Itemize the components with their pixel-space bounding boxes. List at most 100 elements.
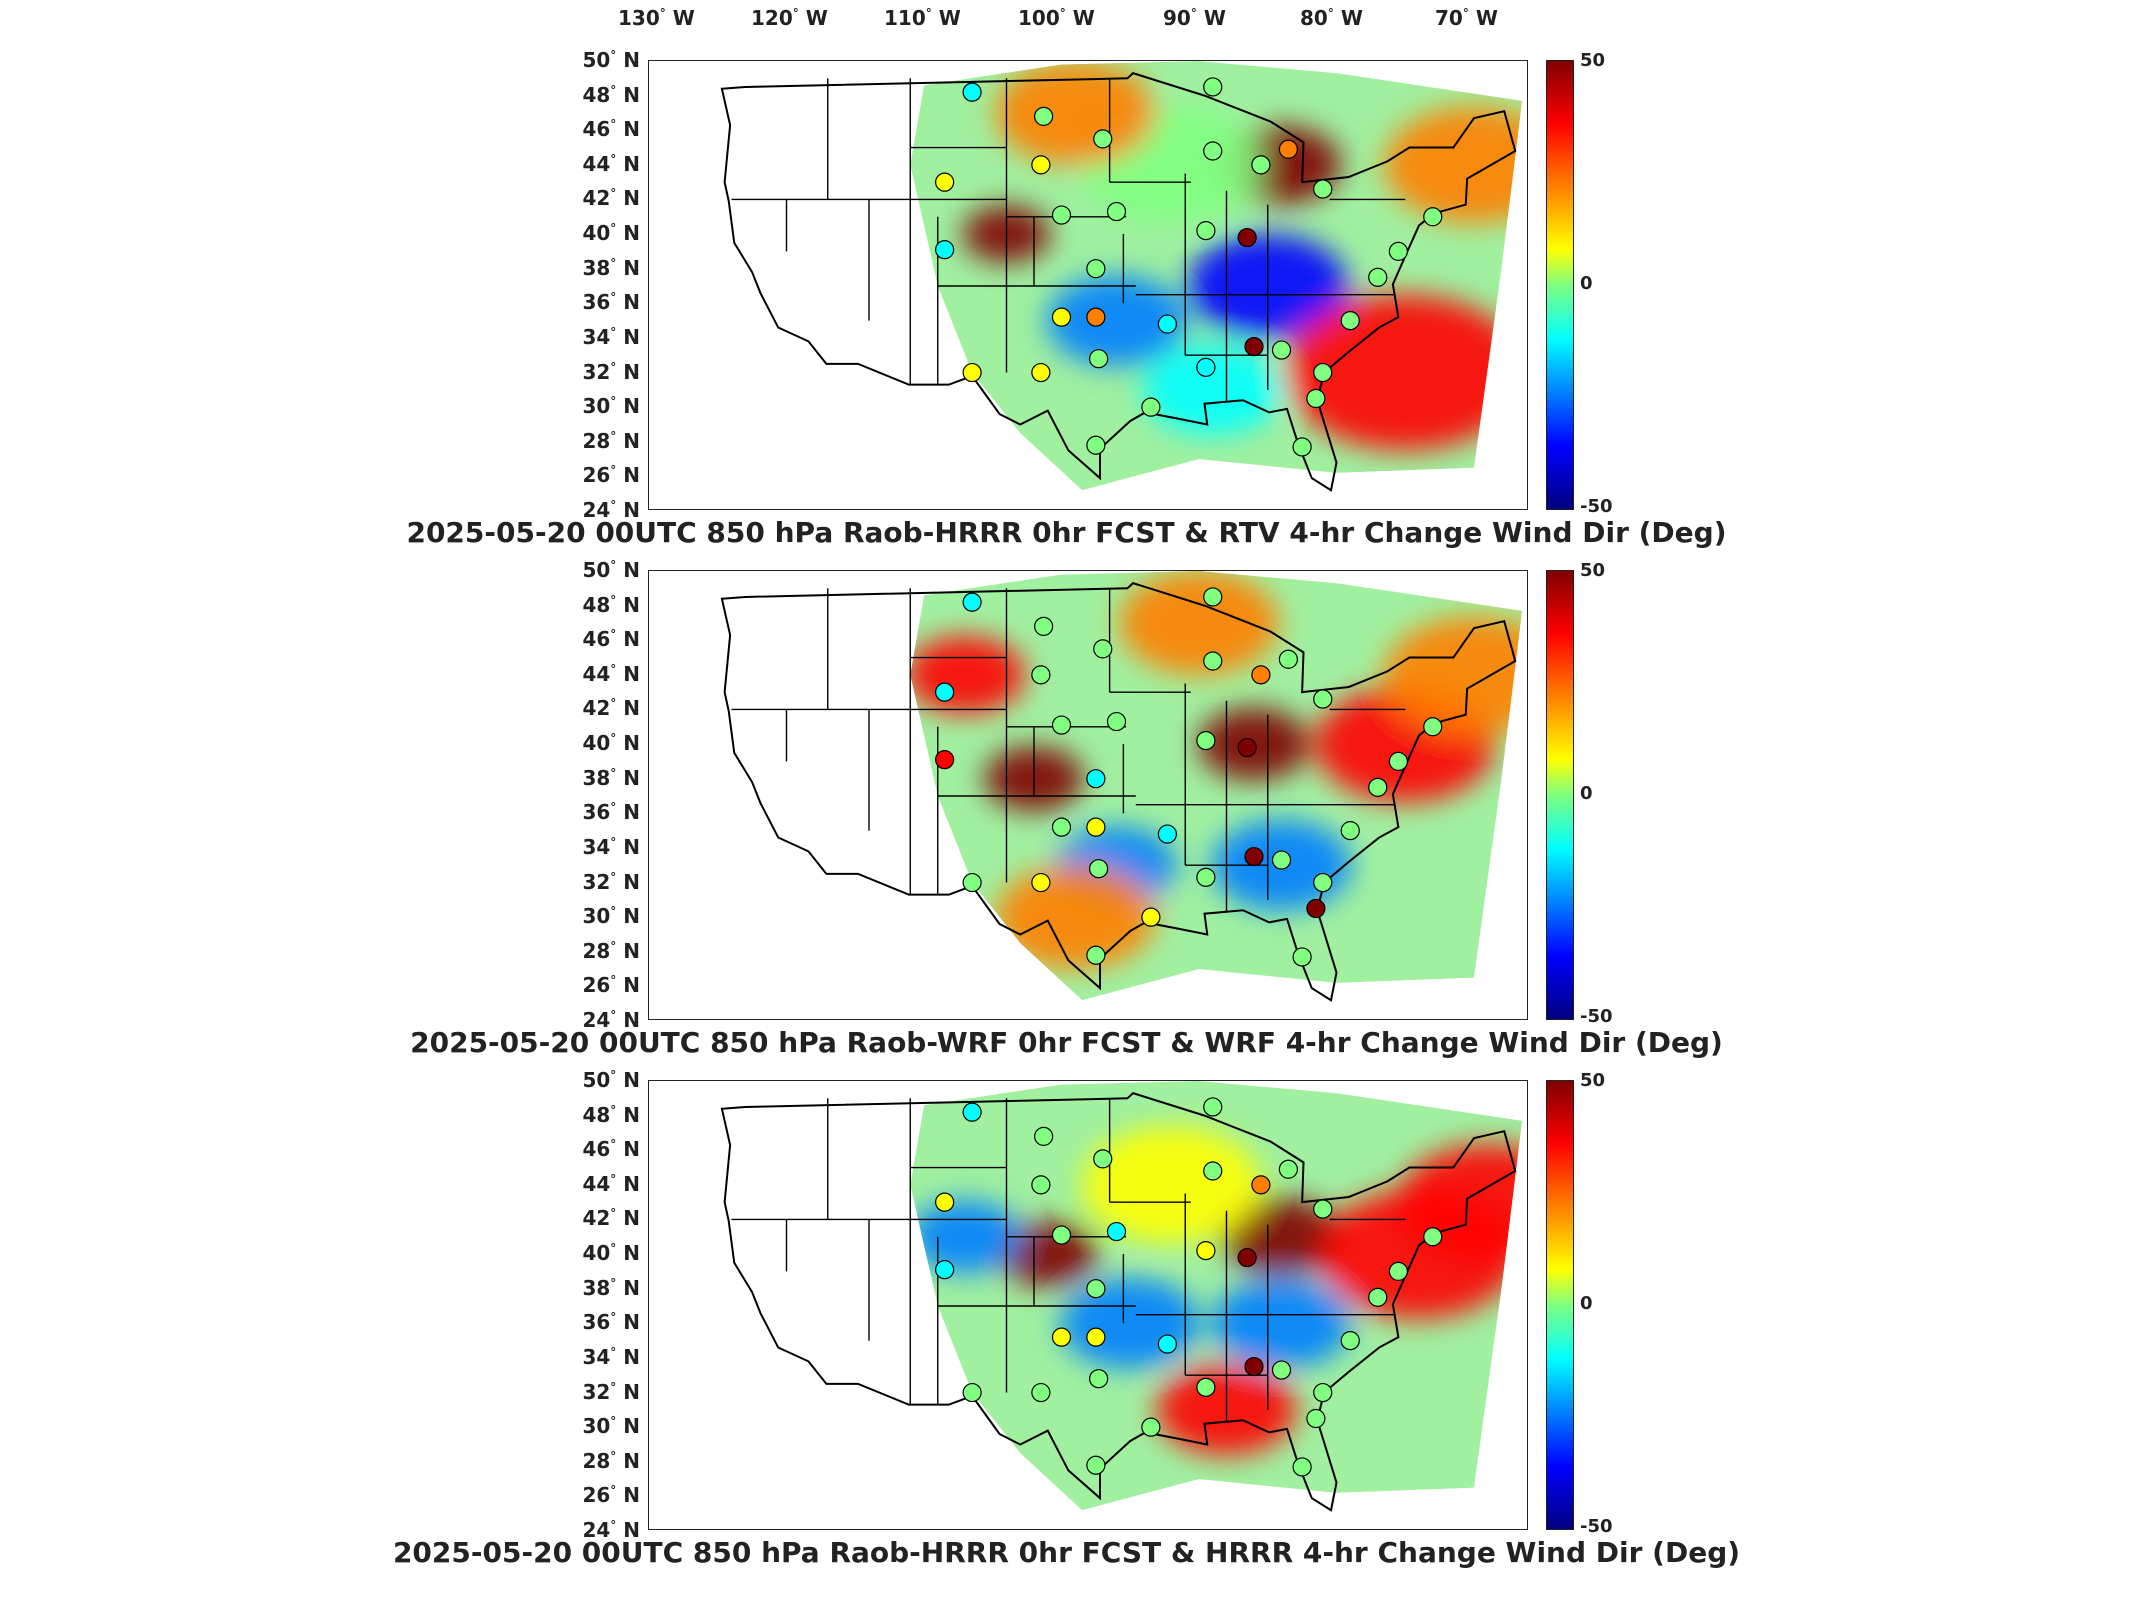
raob-station-marker [1313, 689, 1333, 709]
raob-station-marker [1086, 1455, 1106, 1475]
raob-station-marker [1086, 259, 1106, 279]
lat-label: 44° N [582, 151, 640, 176]
raob-station-marker [1157, 1334, 1177, 1354]
colorbar-tick-label: -50 [1580, 1516, 1613, 1537]
lat-label: 34° N [582, 834, 640, 859]
raob-station-marker [1340, 1331, 1360, 1351]
raob-station-marker [1157, 314, 1177, 334]
raob-station-marker [1089, 1369, 1109, 1389]
raob-station-marker [1368, 267, 1388, 287]
raob-station-marker [1237, 737, 1257, 758]
lon-label: 90° W [1163, 6, 1226, 30]
raob-station-marker [1196, 221, 1216, 241]
raob-station-marker [1271, 1360, 1292, 1380]
raob-station-marker [1031, 665, 1051, 685]
raob-station-marker [1292, 1457, 1312, 1477]
raob-station-marker [1086, 1279, 1106, 1299]
raob-station-marker [1244, 1356, 1264, 1377]
raob-station-marker [1203, 587, 1223, 607]
raob-station-marker [935, 1260, 955, 1280]
lat-label: 30° N [582, 904, 640, 929]
raob-station-marker [935, 682, 955, 702]
raob-station-marker [1106, 1221, 1127, 1242]
lat-label: 30° N [582, 394, 640, 419]
lat-label: 28° N [582, 1448, 640, 1473]
raob-station-marker [1051, 1327, 1072, 1347]
map-frame [648, 60, 1528, 510]
state-boundaries [731, 1098, 1406, 1422]
lat-label: 42° N [582, 696, 640, 721]
raob-station-marker [1034, 106, 1054, 126]
lat-label: 26° N [582, 463, 640, 488]
raob-station-marker [1203, 1161, 1223, 1181]
colorbar [1546, 570, 1574, 1020]
raob-station-marker [1292, 437, 1312, 457]
wind-change-field [910, 61, 1523, 491]
raob-station-marker [1034, 616, 1054, 636]
raob-station-marker [962, 1382, 982, 1403]
raob-station-marker [1251, 665, 1271, 685]
raob-station-marker [1093, 129, 1113, 149]
lat-label: 32° N [582, 1379, 640, 1404]
lat-label: 26° N [582, 1483, 640, 1508]
field-blob [1081, 1126, 1262, 1244]
wind-direction-map [720, 1081, 1523, 1512]
lat-label: 42° N [582, 1206, 640, 1231]
conus-outline [720, 1091, 1517, 1512]
raob-station-marker [1034, 1126, 1054, 1146]
colorbar-tick-label: 0 [1580, 273, 1593, 294]
raob-station-marker [1031, 1175, 1051, 1195]
colorbar-tick-label: -50 [1580, 496, 1613, 517]
raob-station-marker [1368, 777, 1388, 797]
raob-station-marker [1423, 207, 1443, 227]
lat-label: 24° N [582, 1008, 640, 1032]
lat-label: 38° N [582, 1275, 640, 1300]
raob-station-marker [1031, 1382, 1051, 1403]
raob-station-marker [1086, 769, 1106, 789]
panel-title: 2025-05-20 00UTC 850 hPa Raob-WRF 0hr FC… [410, 1026, 1723, 1059]
lat-label: 24° N [582, 498, 640, 522]
lat-label: 34° N [582, 324, 640, 349]
lat-label: 38° N [582, 255, 640, 280]
raob-station-marker [1106, 711, 1127, 732]
raob-station-marker [962, 872, 982, 893]
raob-station-marker [962, 82, 982, 102]
raob-station-marker [1196, 731, 1216, 751]
raob-station-marker [935, 172, 955, 192]
lat-label: 28° N [582, 428, 640, 453]
raob-station-marker [1313, 362, 1333, 383]
state-boundaries [731, 78, 1406, 402]
raob-station-marker [1031, 872, 1051, 893]
raob-station-marker [962, 592, 982, 612]
raob-station-marker [1271, 850, 1292, 870]
lat-label: 30° N [582, 1414, 640, 1439]
lat-label: 26° N [582, 973, 640, 998]
lon-label: 120° W [751, 6, 828, 30]
raob-station-marker [1423, 1227, 1443, 1247]
lat-label: 48° N [582, 82, 640, 107]
raob-station-marker [1313, 1382, 1333, 1403]
raob-station-marker [1340, 821, 1360, 841]
raob-station-marker [1141, 397, 1161, 417]
raob-station-marker [1278, 139, 1298, 159]
colorbar-tick-label: 0 [1580, 1293, 1593, 1314]
lon-label: 110° W [884, 6, 961, 30]
colorbar-tick-label: -50 [1580, 1006, 1613, 1027]
map-frame [648, 570, 1528, 1020]
wind-change-field [910, 571, 1523, 1001]
raob-station-marker [962, 362, 982, 383]
raob-station-marker [1203, 1097, 1223, 1117]
wind-change-field [910, 1081, 1523, 1511]
raob-station-marker [1306, 1408, 1326, 1429]
raob-station-marker [1051, 307, 1072, 327]
raob-station-marker [935, 240, 955, 260]
raob-station-marker [1106, 201, 1127, 222]
raob-station-marker [1089, 349, 1109, 369]
raob-station-marker [1196, 1241, 1216, 1261]
lat-label: 44° N [582, 661, 640, 686]
raob-station-marker [1051, 1225, 1072, 1245]
raob-station-marker [1237, 1247, 1257, 1268]
lon-label: 80° W [1300, 6, 1363, 30]
lat-label: 32° N [582, 359, 640, 384]
raob-station-marker [1313, 872, 1333, 893]
